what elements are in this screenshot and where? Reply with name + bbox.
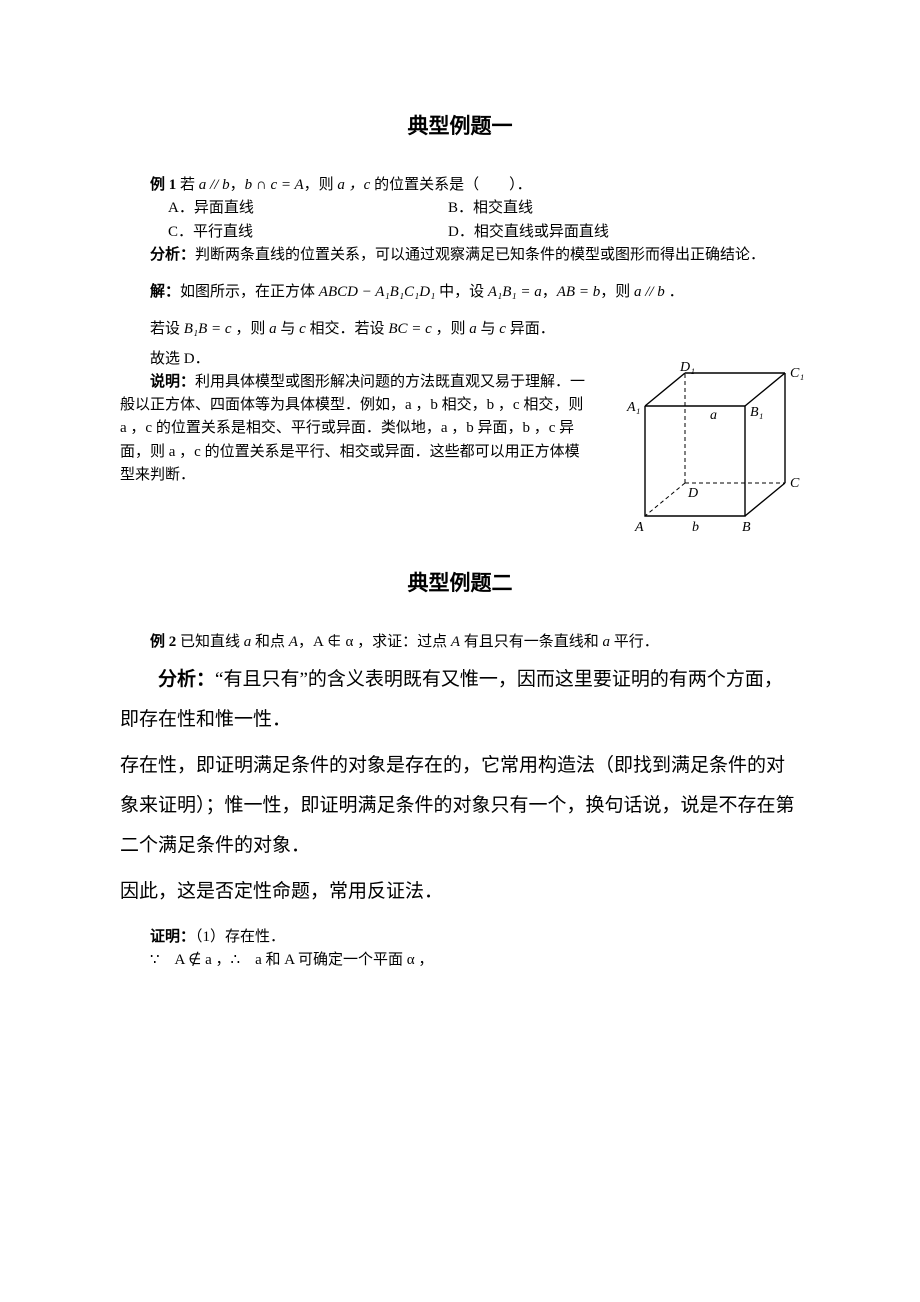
ex2-fenxi-p1: 分析：“有且只有”的含义表明既有又惟一，因而这里要证明的有两个方面，即存在性和惟… xyxy=(120,660,800,740)
ex2-var-A: A xyxy=(289,634,298,650)
ex1-options-row1: A．异面直线 B．相交直线 xyxy=(120,197,800,220)
label-A1: A₁ xyxy=(626,400,640,415)
ex1-fenxi-text: 判断两条直线的位置关系，可以通过观察满足已知条件的模型或图形而得出正确结论． xyxy=(195,247,765,263)
ex1-jie-set4: BC = c xyxy=(388,321,431,337)
ex1-jie-p2a: 若设 xyxy=(150,321,184,337)
ex1-tail: 的位置关系是（ ）． xyxy=(370,177,531,193)
ex2-proof-p2: ∵ A ∉ a ，∴ a 和 A 可确定一个平面 α ， xyxy=(120,949,800,972)
ex1-cond2: b ∩ c = A xyxy=(245,177,304,193)
ex2-stem-c: ，A ∉ α ，求证：过点 xyxy=(298,634,451,650)
section2-title: 典型例题二 xyxy=(120,567,800,597)
ex1-jie-p2d: 相交．若设 xyxy=(306,321,389,337)
ex1-jie-set2: AB = b xyxy=(557,284,600,300)
ex1-vars2: c xyxy=(299,321,306,337)
ex1-jie-p2e: ，则 xyxy=(432,321,470,337)
ex1-jie-sep1: ， xyxy=(542,284,557,300)
ex2-big1: “有且只有”的含义表明既有又惟一，因而这里要证明的有两个方面，即存在性和惟一性． xyxy=(120,669,783,730)
ex1-fenxi-label: 分析： xyxy=(150,247,195,263)
ex2-stem: 例 2 已知直线 a 和点 A，A ∉ α ，求证：过点 A 有且只有一条直线和… xyxy=(120,631,800,654)
label-C: C xyxy=(790,476,800,491)
ex2-stem-e: 平行． xyxy=(610,634,659,650)
cube-diagram: D₁ C₁ A₁ B₁ C D A B a b xyxy=(610,361,810,546)
page: 典型例题一 例 1 若 a // b，b ∩ c = A，则 a ，c 的位置关… xyxy=(0,0,920,1302)
ex1-label: 例 1 xyxy=(150,177,176,193)
label-D1: D₁ xyxy=(679,361,695,375)
label-b-edge: b xyxy=(692,520,699,535)
ex1-jie-t2: 中，设 xyxy=(435,284,488,300)
ex1-jie-set1: A₁B₁ = a xyxy=(488,284,542,300)
ex2-var-a2: a xyxy=(603,634,611,650)
ex2-fenxi-p3: 因此，这是否定性命题，常用反证法． xyxy=(120,872,800,912)
ex1-jie-p1: 解：如图所示，在正方体 ABCD − A₁B₁C₁D₁ 中，设 A₁B₁ = a… xyxy=(120,281,800,304)
ex1-jie-conc1: a // b xyxy=(634,284,665,300)
ex1-jie-set3: B₁B = c xyxy=(184,321,232,337)
ex1-jie-t1: 如图所示，在正方体 xyxy=(180,284,319,300)
spacer xyxy=(120,304,800,318)
ex1-jie-tail1: ． xyxy=(665,284,684,300)
ex1-opt-a: A．异面直线 xyxy=(168,197,448,220)
ex1-jie-p2b: ，则 xyxy=(232,321,270,337)
label-a-edge: a xyxy=(710,408,717,423)
ex1-jie-label: 解： xyxy=(150,284,180,300)
ex2-var-A2: A xyxy=(451,634,460,650)
ex2-label: 例 2 xyxy=(150,634,176,650)
spacer xyxy=(120,267,800,281)
ex1-fenxi: 分析：判断两条直线的位置关系，可以通过观察满足已知条件的模型或图形而得出正确结论… xyxy=(120,244,800,267)
ex2-proof-step1: （1）存在性． xyxy=(195,929,285,945)
ex1-jie-p2f: 与 xyxy=(477,321,500,337)
label-B1: B₁ xyxy=(750,405,763,420)
ex2-proof-p1: 证明：（1）存在性． xyxy=(120,926,800,949)
label-A: A xyxy=(634,520,644,535)
ex2-stem-a: 已知直线 xyxy=(180,634,244,650)
ex2-stem-d: 有且只有一条直线和 xyxy=(460,634,603,650)
ex1-options-row2: C．平行直线 D．相交直线或异面直线 xyxy=(120,221,800,244)
ex1-jie-cube: ABCD − A₁B₁C₁D₁ xyxy=(319,284,436,300)
ex1-cond1: a // b xyxy=(199,177,230,193)
ex1-stem-prefix: 若 xyxy=(180,177,199,193)
ex1-vars: a ，c xyxy=(337,177,370,193)
label-B: B xyxy=(742,520,751,535)
ex1-vars1: a xyxy=(269,321,277,337)
ex1-sep1: ， xyxy=(230,177,245,193)
cube-wrap: 说明：利用具体模型或图形解决问题的方法既直观又易于理解．一般以正方体、四面体等为… xyxy=(120,371,800,487)
ex1-opt-c: C．平行直线 xyxy=(168,221,448,244)
ex1-shuoming-text: 利用具体模型或图形解决问题的方法既直观又易于理解．一般以正方体、四面体等为具体模… xyxy=(120,374,585,483)
ex2-fenxi-p2: 存在性，即证明满足条件的对象是存在的，它常用构造法（即找到满足条件的对象来证明）… xyxy=(120,746,800,866)
ex2-proof-label: 证明： xyxy=(150,929,195,945)
ex1-opt-d: D．相交直线或异面直线 xyxy=(448,221,609,244)
label-D: D xyxy=(687,486,698,501)
ex1-shuoming-label: 说明： xyxy=(150,374,195,390)
ex1-jie-sep2: ，则 xyxy=(600,284,634,300)
ex1-opt-b: B．相交直线 xyxy=(448,197,533,220)
ex1-sep2: ，则 xyxy=(304,177,338,193)
ex1-jie-p2g: 异面． xyxy=(506,321,555,337)
section1-title: 典型例题一 xyxy=(120,110,800,140)
ex1-jie-p2: 若设 B₁B = c ，则 a 与 c 相交．若设 BC = c ，则 a 与 … xyxy=(120,318,800,341)
label-C1: C₁ xyxy=(790,366,804,381)
ex2-stem-b: 和点 xyxy=(251,634,289,650)
ex1-stem: 例 1 若 a // b，b ∩ c = A，则 a ，c 的位置关系是（ ）． xyxy=(120,174,800,197)
ex2-fenxi-label: 分析： xyxy=(158,669,215,690)
ex1-vars3: a xyxy=(469,321,477,337)
ex1-jie-p2c: 与 xyxy=(277,321,300,337)
ex1-vars4: c xyxy=(499,321,506,337)
spacer xyxy=(120,912,800,926)
